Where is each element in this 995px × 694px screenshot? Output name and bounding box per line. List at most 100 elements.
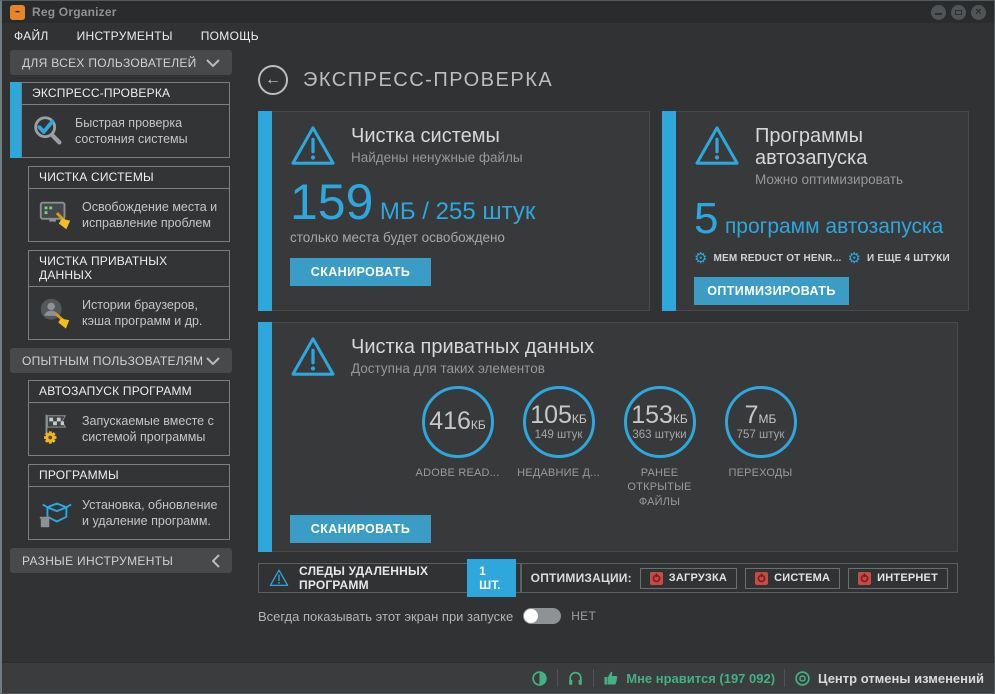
cleanup-caption: столько места будет освобождено — [290, 230, 505, 245]
gear-icon: ⚙ — [694, 250, 708, 267]
separator — [784, 669, 786, 687]
sidebar-item-desc: Запускаемые вместе с системой программы — [82, 413, 214, 444]
sidebar-item-desc: Истории браузеров, кэша программ и др. — [82, 297, 203, 328]
warning-triangle-icon — [291, 337, 335, 376]
close-button[interactable]: × — [971, 4, 986, 20]
private-data-category: 105КБ 149 штук НЕДАВНИЕ Д... — [511, 386, 606, 509]
private-data-category: 7МБ 757 штук ПЕРЕХОДЫ — [713, 386, 808, 509]
menu-help[interactable]: ПОМОЩЬ — [200, 29, 259, 43]
size-circle: 416КБ — [421, 386, 494, 458]
card-subtitle: Доступна для таких элементов — [351, 361, 545, 376]
card-accent-bar — [662, 111, 676, 311]
sidebar-item-desc: Установка, обновление и удаление програм… — [82, 497, 218, 528]
sidebar-item-title: ЧИСТКА СИСТЕМЫ — [29, 167, 229, 189]
close-icon: × — [975, 5, 982, 18]
separator — [593, 669, 595, 687]
startup-toggle-label: Всегда показывать этот экран при запуске — [258, 608, 514, 624]
sidebar: ДЛЯ ВСЕХ ПОЛЬЗОВАТЕЛЕЙ ЭКСПРЕСС-ПРОВЕРКА — [2, 49, 240, 662]
sidebar-item-programs[interactable]: ПРОГРАММЫ Установка, обновление и удален… — [28, 464, 230, 540]
sidebar-group-advanced[interactable]: ОПЫТНЫМ ПОЛЬЗОВАТЕЛЯМ — [10, 348, 232, 373]
sidebar-item-title: ЧИСТКА ПРИВАТНЫХ ДАННЫХ — [29, 251, 229, 287]
undo-center-label: Центр отмены изменений — [818, 670, 984, 686]
size-circle: 105КБ 149 штук — [522, 386, 595, 458]
menu-tools[interactable]: ИНСТРУМЕНТЫ — [76, 29, 173, 43]
like-button[interactable]: Мне нравится (197 092) — [603, 670, 775, 686]
flag-gear-icon — [44, 414, 67, 444]
card-title: Программы автозапуска — [755, 125, 868, 169]
autostart-more-label: И ЕЩЕ 4 ШТУКИ — [867, 253, 950, 264]
title-bar: Reg Organizer × — [2, 1, 994, 23]
card-title: Чистка системы — [351, 125, 500, 147]
cleanup-size-value: 159 — [290, 174, 374, 230]
optimize-button[interactable]: ОПТИМИЗИРОВАТЬ — [694, 277, 849, 305]
monitor-broom-icon — [39, 201, 71, 230]
size-circle: 7МБ 757 штук — [724, 386, 797, 458]
category-label: НЕДАВНИЕ Д... — [517, 467, 600, 479]
startup-toggle-switch[interactable] — [523, 608, 562, 624]
maximize-button[interactable] — [951, 4, 966, 20]
removed-programs-traces[interactable]: СЛЕДЫ УДАЛЕННЫХ ПРОГРАММ 1 ШТ. — [258, 559, 521, 597]
sidebar-item-title: ПРОГРАММЫ — [29, 465, 229, 487]
autostart-count-value: 5 — [694, 194, 719, 243]
chevron-down-icon — [206, 58, 220, 67]
sidebar-item-desc: Освобождение места и исправление проблем — [82, 199, 218, 230]
user-broom-icon — [40, 298, 70, 329]
chevron-left-icon — [212, 553, 220, 568]
private-data-category: 153КБ 363 штуки РАНЕЕ ОТКРЫТЫЕ ФАЙЛЫ — [612, 386, 707, 509]
scan-system-button[interactable]: СКАНИРОВАТЬ — [290, 258, 431, 286]
optimization-system-button[interactable]: СИСТЕМА — [745, 567, 841, 589]
group-label: ОПЫТНЫМ ПОЛЬЗОВАТЕЛЯМ — [22, 353, 204, 368]
optimization-internet-button[interactable]: ИНТЕРНЕТ — [848, 567, 948, 589]
thumbs-up-icon — [604, 671, 618, 685]
support-button[interactable] — [567, 670, 584, 687]
sidebar-group-misc-tools[interactable]: РАЗНЫЕ ИНСТРУМЕНТЫ — [10, 548, 232, 573]
size-circle: 153КБ 363 штуки — [623, 386, 696, 458]
traces-label: СЛЕДЫ УДАЛЕННЫХ ПРОГРАММ — [299, 564, 429, 592]
autostart-program-name: MEM REDUCT ОТ HENR... — [713, 253, 842, 264]
category-label: ADOBE READ... — [415, 467, 500, 479]
card-subtitle: Можно оптимизировать — [755, 172, 904, 187]
card-title: Чистка приватных данных — [351, 336, 595, 358]
cleanup-size-unit: МБ / 255 штук — [379, 198, 536, 225]
size-unit: МБ — [758, 412, 777, 426]
size-unit: КБ — [571, 412, 587, 426]
optimizations-panel: ОПТИМИЗАЦИИ: ЗАГРУЗКА СИСТЕМА — [520, 563, 958, 593]
sidebar-item-system-clean[interactable]: ЧИСТКА СИСТЕМЫ Освобождение места и испр… — [28, 166, 230, 242]
sidebar-group-all-users[interactable]: ДЛЯ ВСЕХ ПОЛЬЗОВАТЕЛЕЙ — [10, 50, 232, 75]
opt-label: ЗАГРУЗКА — [668, 572, 728, 584]
items-count: 149 штук — [534, 429, 583, 441]
sidebar-item-desc: Быстрая проверка состояния системы — [75, 115, 188, 146]
sidebar-item-express-check[interactable]: ЭКСПРЕСС-ПРОВЕРКА Быстрая проверка состо… — [10, 82, 230, 158]
like-label: Мне нравится (197 092) — [626, 670, 776, 686]
sidebar-item-title: ЭКСПРЕСС-ПРОВЕРКА — [22, 83, 229, 105]
active-indicator — [10, 82, 21, 158]
items-count: 757 штук — [736, 429, 785, 441]
menu-file[interactable]: ФАЙЛ — [14, 29, 49, 43]
box-trash-icon — [39, 502, 72, 528]
traces-count-badge[interactable]: 1 ШТ. — [467, 559, 516, 597]
startup-toggle-state: НЕТ — [571, 609, 597, 623]
back-button[interactable]: ← — [258, 65, 288, 95]
category-label: ПЕРЕХОДЫ — [728, 467, 793, 479]
menu-bar: ФАЙЛ ИНСТРУМЕНТЫ ПОМОЩЬ — [2, 23, 994, 49]
chevron-down-icon — [206, 356, 220, 365]
size-value: 105 — [530, 401, 572, 429]
separator — [557, 669, 559, 687]
optimization-startup-button[interactable]: ЗАГРУЗКА — [639, 567, 738, 589]
size-unit: КБ — [470, 418, 486, 432]
category-label: РАНЕЕ ОТКРЫТЫЕ ФАЙЛЫ — [627, 467, 692, 508]
minimize-button[interactable] — [931, 4, 946, 20]
power-icon — [755, 571, 769, 585]
power-icon — [649, 571, 663, 585]
optimizations-label: ОПТИМИЗАЦИИ: — [530, 571, 632, 585]
size-unit: КБ — [672, 412, 688, 426]
card-accent-bar — [258, 322, 272, 552]
undo-center-button[interactable]: Центр отмены изменений — [794, 670, 984, 687]
main-content: ← ЭКСПРЕСС-ПРОВЕРКА Чистка системы Найде… — [240, 49, 994, 662]
status-bar: Мне нравится (197 092) Центр отмены изме… — [2, 662, 994, 693]
sidebar-item-autostart[interactable]: АВТОЗАПУСК ПРОГРАММ — [28, 380, 230, 456]
theme-contrast-button[interactable] — [531, 670, 548, 687]
sidebar-item-private-clean[interactable]: ЧИСТКА ПРИВАТНЫХ ДАННЫХ Истории браузеро… — [28, 250, 230, 340]
scan-private-button[interactable]: СКАНИРОВАТЬ — [290, 514, 431, 543]
